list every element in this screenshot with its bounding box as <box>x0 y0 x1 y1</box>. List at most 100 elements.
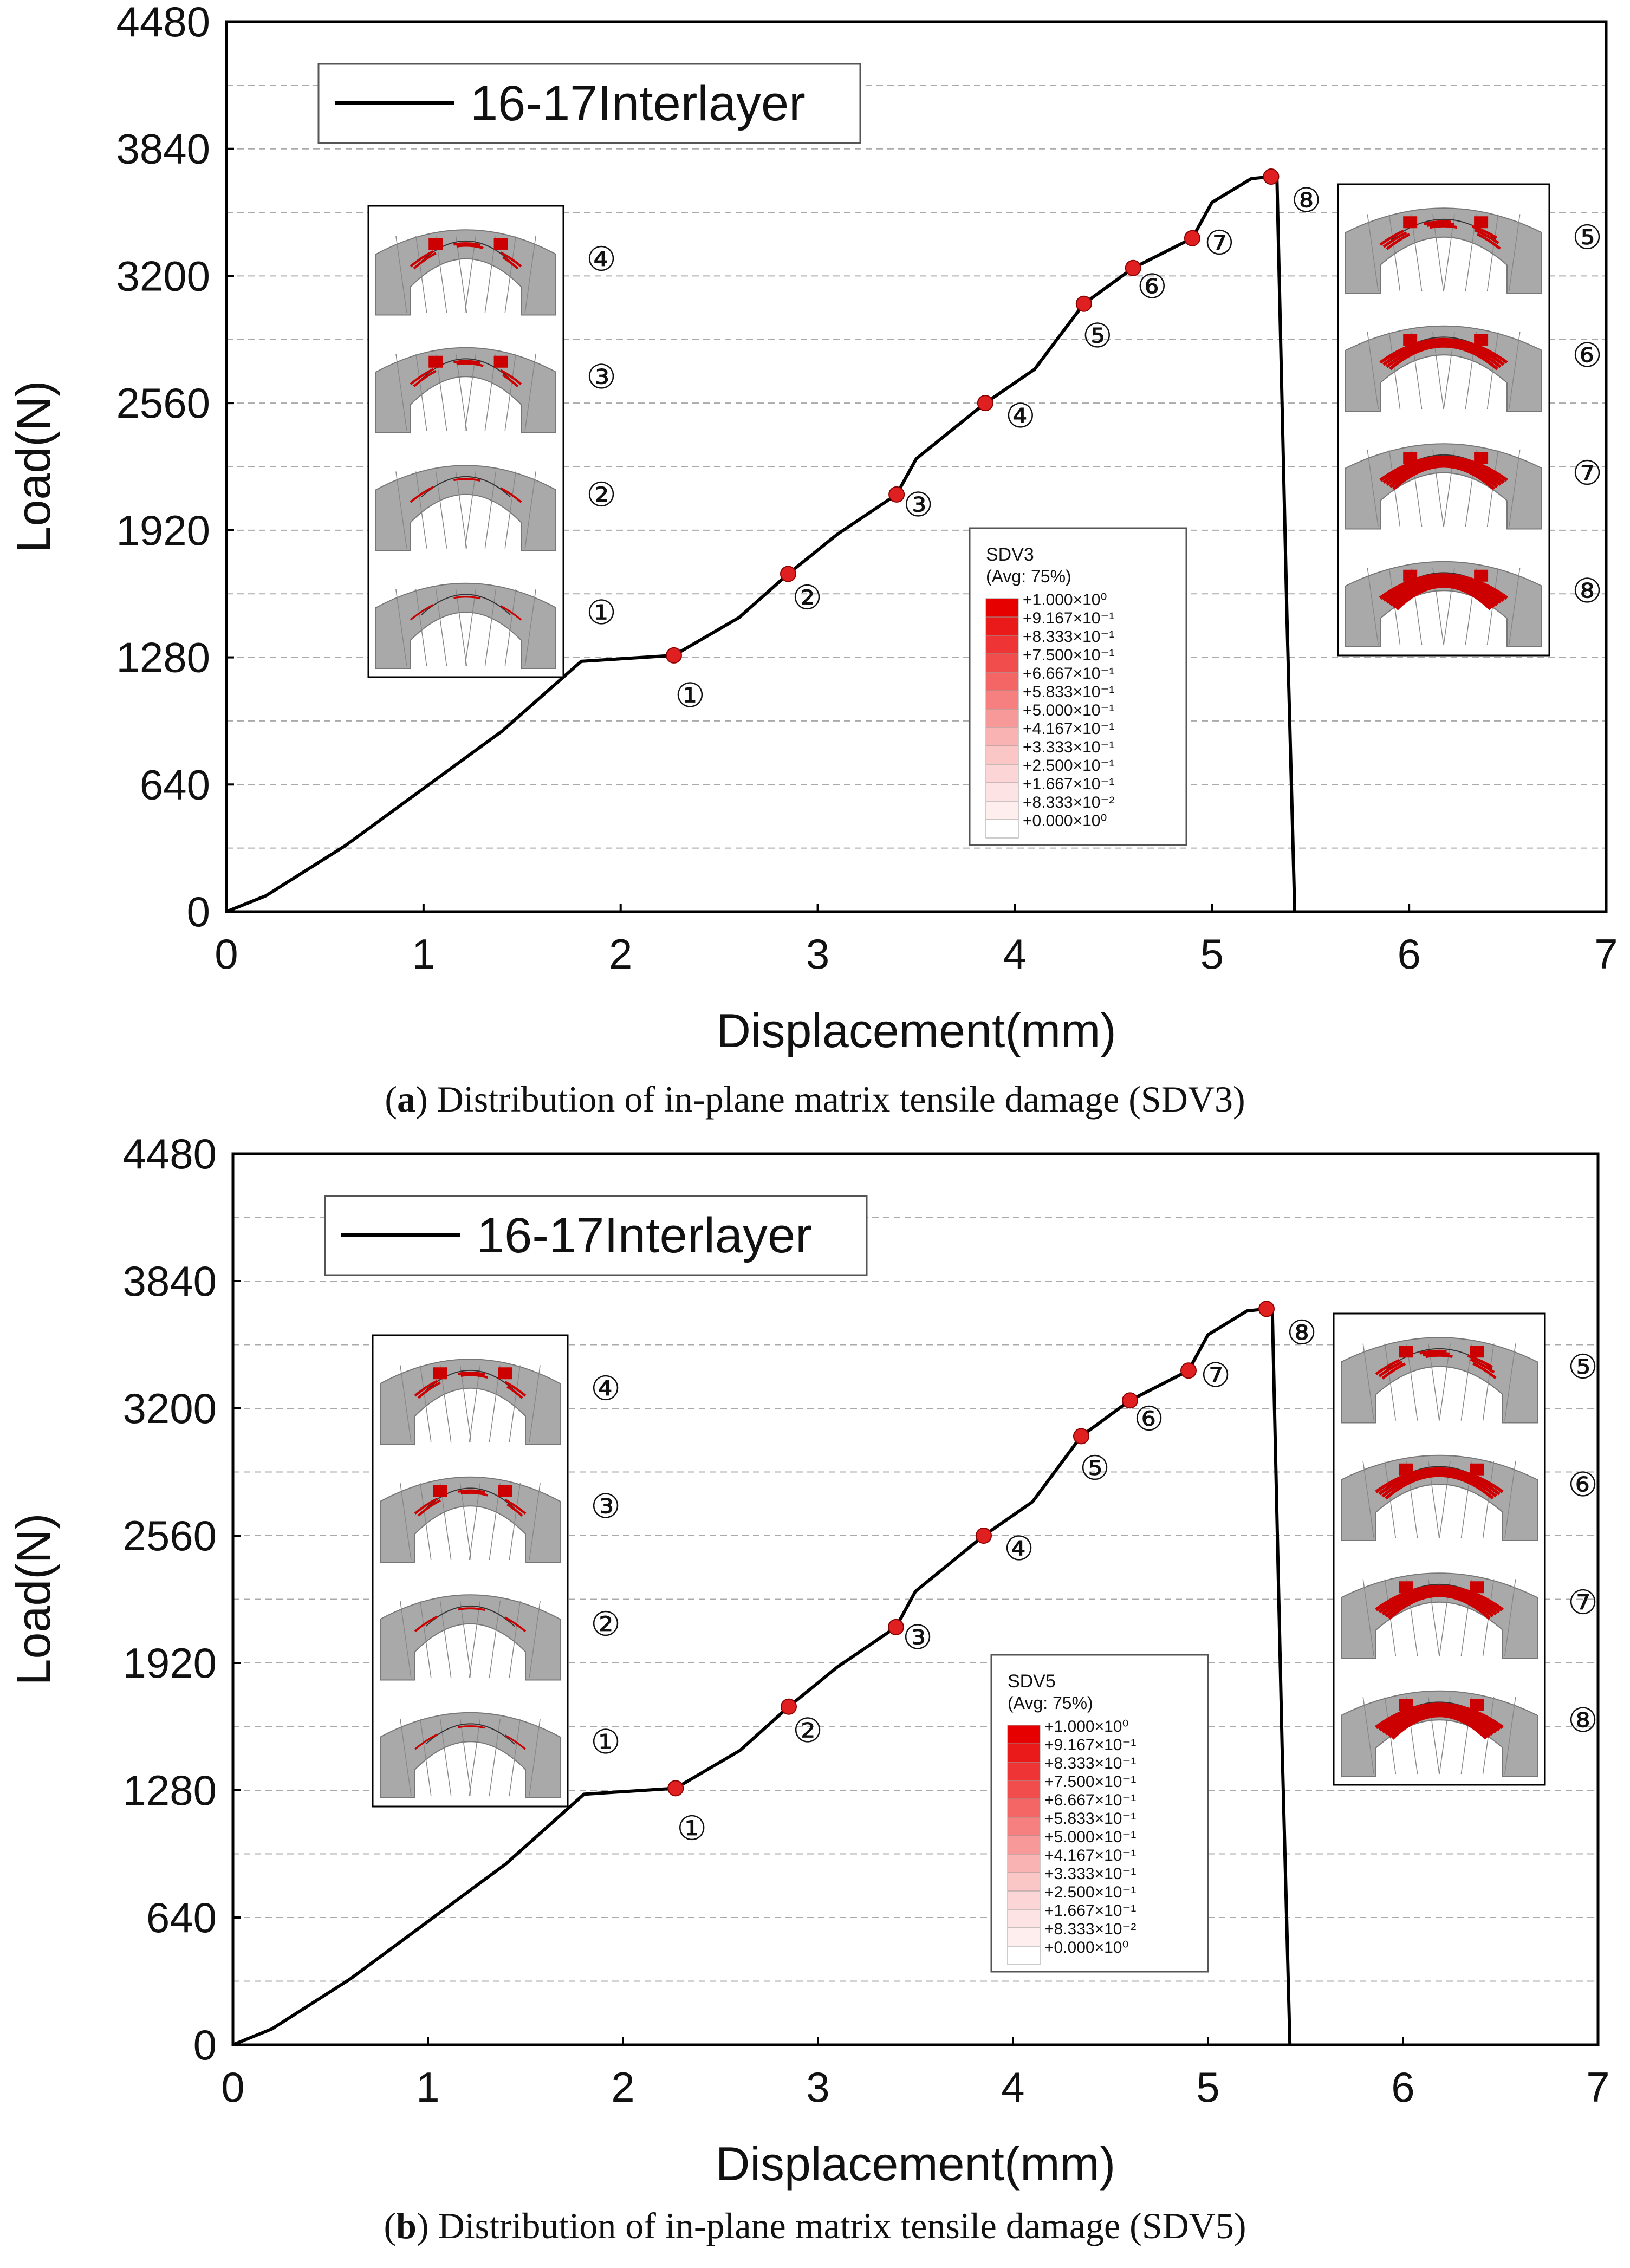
colorbar-label: +1.667×10⁻¹ <box>1023 775 1114 793</box>
y-tick-label: 3200 <box>116 252 210 300</box>
inset-label: ⑦ <box>1568 1584 1598 1622</box>
damage-mark <box>1382 222 1505 248</box>
colorbar-label: +9.167×10⁻¹ <box>1023 609 1114 627</box>
x-tick-label: 0 <box>215 930 238 978</box>
damage-mark <box>1385 577 1502 604</box>
colorbar-title: SDV3 <box>986 544 1034 565</box>
arch-mesh-line <box>400 1483 412 1561</box>
point-label: ⑦ <box>1204 225 1235 262</box>
damage-mark <box>1381 1707 1498 1733</box>
colorbar-label: +7.500×10⁻¹ <box>1044 1773 1136 1791</box>
damage-mark <box>1403 216 1418 229</box>
arch-mesh-line <box>1367 450 1379 527</box>
data-point <box>781 1698 797 1715</box>
colorbar-swatch <box>1007 1817 1041 1836</box>
y-axis-label: Load(N) <box>7 1513 60 1686</box>
arch-mesh-line <box>469 1718 481 1796</box>
arch-mesh <box>375 229 556 316</box>
damage-mark <box>1391 1713 1488 1740</box>
arch-mesh-line <box>469 1483 481 1561</box>
arch-mesh-line <box>529 1601 541 1678</box>
colorbar-label: +5.000×10⁻¹ <box>1023 701 1114 719</box>
data-point <box>665 647 682 664</box>
damage-mark <box>1474 569 1489 582</box>
arch-mesh-line <box>464 589 477 667</box>
colorbar-swatch <box>985 745 1019 765</box>
damage-mark <box>1386 342 1502 368</box>
colorbar-swatch <box>985 598 1019 618</box>
colorbar-label: +1.667×10⁻¹ <box>1044 1902 1136 1920</box>
data-point <box>667 1780 684 1797</box>
point-label: ① <box>677 1810 707 1847</box>
x-tick-label: 5 <box>1196 2063 1219 2111</box>
colorbar-swatch <box>985 635 1019 654</box>
arch-mesh <box>380 1594 561 1681</box>
arch-mesh-line <box>1509 332 1521 410</box>
damage-mark <box>1385 1473 1494 1500</box>
inset-label: ⑤ <box>1572 219 1602 257</box>
damage-mark <box>414 1372 527 1397</box>
data-point <box>1263 168 1280 185</box>
arch-mesh-line <box>1362 1343 1374 1421</box>
x-tick-label: 4 <box>1003 930 1027 978</box>
y-tick-label: 3840 <box>116 125 210 173</box>
arch-mesh <box>375 465 556 551</box>
damage-mark <box>1384 1591 1495 1618</box>
colorbar-label: +8.333×10⁻² <box>1044 1920 1136 1938</box>
arch-mesh-line <box>400 1718 412 1796</box>
legend: 16-17Interlayer <box>324 1195 868 1276</box>
arch-mesh-line <box>459 1718 472 1796</box>
inset-panel-right: ⑤ ⑥ ⑦ ⑧ <box>1337 183 1602 657</box>
damage-mark <box>1381 1471 1497 1498</box>
arch-mesh-line <box>1367 214 1379 291</box>
point-label: ⑧ <box>1291 182 1322 219</box>
y-tick-label: 1920 <box>122 1639 217 1687</box>
colorbar: SDV3(Avg: 75%)+1.000×10⁰+9.167×10⁻¹+8.33… <box>969 527 1187 846</box>
colorbar-swatch <box>1007 1835 1041 1855</box>
damage-mark <box>1470 1581 1484 1594</box>
colorbar-swatch <box>1007 1890 1041 1910</box>
data-point <box>1073 1428 1089 1445</box>
colorbar-label: +8.333×10⁻¹ <box>1044 1754 1136 1772</box>
damage-mark <box>1381 1589 1498 1616</box>
arch-mesh-line <box>420 1365 432 1442</box>
arch-mesh-line <box>1384 1343 1397 1421</box>
point-label: ① <box>675 677 705 714</box>
arch-mesh <box>380 1359 561 1445</box>
arch-mesh <box>1345 325 1542 412</box>
damage-mark <box>410 596 522 621</box>
arch-mesh-line <box>1486 214 1499 291</box>
damage-mark <box>1382 340 1505 366</box>
damage-mark <box>1379 338 1508 364</box>
arch-mesh-line <box>1486 332 1499 410</box>
arch-mesh <box>1341 1572 1538 1659</box>
damage-mark <box>1388 462 1499 489</box>
arch-mesh-line <box>1509 567 1521 645</box>
y-tick-label: 4480 <box>122 1130 217 1178</box>
x-axis-label: Displacement(mm) <box>716 1004 1116 1057</box>
colorbar-label: +9.167×10⁻¹ <box>1044 1736 1136 1754</box>
arch-mesh-line <box>395 471 407 549</box>
colorbar-label: +6.667×10⁻¹ <box>1023 665 1114 683</box>
arch-mesh-line <box>1482 1461 1495 1539</box>
colorbar-label: +5.833×10⁻¹ <box>1023 683 1114 701</box>
colorbar-swatch <box>985 672 1019 691</box>
damage-mark <box>1378 1705 1501 1732</box>
colorbar-label: +2.500×10⁻¹ <box>1044 1883 1136 1901</box>
damage-mark <box>413 362 519 387</box>
data-point <box>1180 1362 1197 1379</box>
x-tick-label: 6 <box>1391 2063 1414 2111</box>
colorbar-label: +8.333×10⁻² <box>1023 794 1114 811</box>
damage-mark <box>1470 1463 1484 1476</box>
colorbar-label: +5.000×10⁻¹ <box>1044 1828 1136 1846</box>
arch-mesh-line <box>464 471 477 549</box>
arch-mesh-line <box>504 353 516 431</box>
point-label: ② <box>793 1712 823 1750</box>
inset-label: ⑧ <box>1572 573 1602 610</box>
colorbar-swatch <box>1007 1927 1041 1947</box>
caption-a-label: a <box>397 1078 416 1120</box>
arch-mesh-line <box>1504 1461 1516 1539</box>
damage-mark <box>414 1725 527 1750</box>
x-tick-label: 7 <box>1586 2063 1609 2111</box>
inset-label: ⑥ <box>1572 337 1602 374</box>
